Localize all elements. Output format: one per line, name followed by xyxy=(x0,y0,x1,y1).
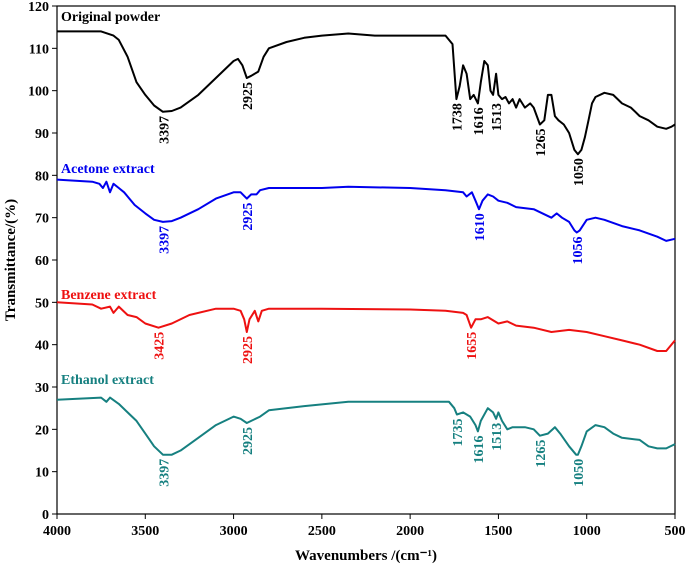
peak-annotation: 1655 xyxy=(465,332,480,360)
x-tick-label: 4000 xyxy=(43,524,71,539)
x-tick-label: 1000 xyxy=(573,524,601,539)
x-tick-label: 2000 xyxy=(396,524,424,539)
series-line xyxy=(57,398,675,455)
x-tick-label: 2500 xyxy=(308,524,336,539)
y-tick-label: 90 xyxy=(35,127,49,142)
peak-annotation: 1050 xyxy=(572,459,587,487)
peak-annotation: 1265 xyxy=(534,129,549,157)
y-tick-label: 110 xyxy=(29,42,49,57)
peak-annotation: 1610 xyxy=(473,213,488,241)
y-tick-label: 80 xyxy=(35,169,49,184)
peak-annotation: 3397 xyxy=(157,459,172,487)
peak-annotation: 3397 xyxy=(157,226,172,254)
peak-annotation: 1050 xyxy=(572,158,587,186)
peak-annotation: 1056 xyxy=(571,236,586,264)
peak-annotation: 1738 xyxy=(450,103,465,131)
x-axis-label: Wavenumbers /(cm⁻¹) xyxy=(295,548,437,564)
y-tick-label: 50 xyxy=(35,296,49,311)
peak-annotation: 1513 xyxy=(490,423,505,451)
y-tick-label: 10 xyxy=(35,466,49,481)
x-tick-label: 3500 xyxy=(131,524,159,539)
x-tick-label: 3000 xyxy=(220,524,248,539)
series-line xyxy=(57,180,675,241)
y-tick-label: 20 xyxy=(35,423,49,438)
peak-annotation: 1616 xyxy=(472,107,487,135)
peak-annotation: 1265 xyxy=(534,440,549,468)
peak-annotation: 3425 xyxy=(153,332,168,360)
series-line xyxy=(57,31,675,154)
peak-annotation: 3397 xyxy=(157,116,172,144)
peak-annotation: 2925 xyxy=(241,427,256,455)
y-tick-label: 120 xyxy=(28,0,49,15)
series-name-label: Ethanol extract xyxy=(61,373,154,388)
x-tick-label: 1500 xyxy=(484,524,512,539)
series-line xyxy=(57,302,675,351)
x-tick-label: 500 xyxy=(665,524,685,539)
y-tick-label: 40 xyxy=(35,339,49,354)
y-tick-label: 70 xyxy=(35,212,49,227)
peak-annotation: 2925 xyxy=(241,82,256,110)
y-tick-label: 30 xyxy=(35,381,49,396)
peak-annotation: 1616 xyxy=(472,435,487,463)
series-name-label: Acetone extract xyxy=(61,162,155,177)
peak-annotation: 2925 xyxy=(241,203,256,231)
axes: 0 10 20 30 40 50 60 70 80 90 100 110 120 4000 3500 3000… xyxy=(28,0,685,539)
peak-annotation: 1513 xyxy=(490,103,505,131)
peak-annotation: 1735 xyxy=(451,419,466,447)
series-name-label: Benzene extract xyxy=(61,288,157,303)
y-tick-label: 0 xyxy=(42,508,49,523)
y-axis-label: Transmittance/(%) xyxy=(3,199,19,321)
peak-annotation: 2925 xyxy=(241,336,256,364)
y-tick-label: 100 xyxy=(28,85,49,100)
y-tick-label: 60 xyxy=(35,254,49,269)
series-benzene-extract: Benzene extract 3425 2925 1655 xyxy=(57,288,675,364)
series-name-label: Original powder xyxy=(61,10,160,25)
